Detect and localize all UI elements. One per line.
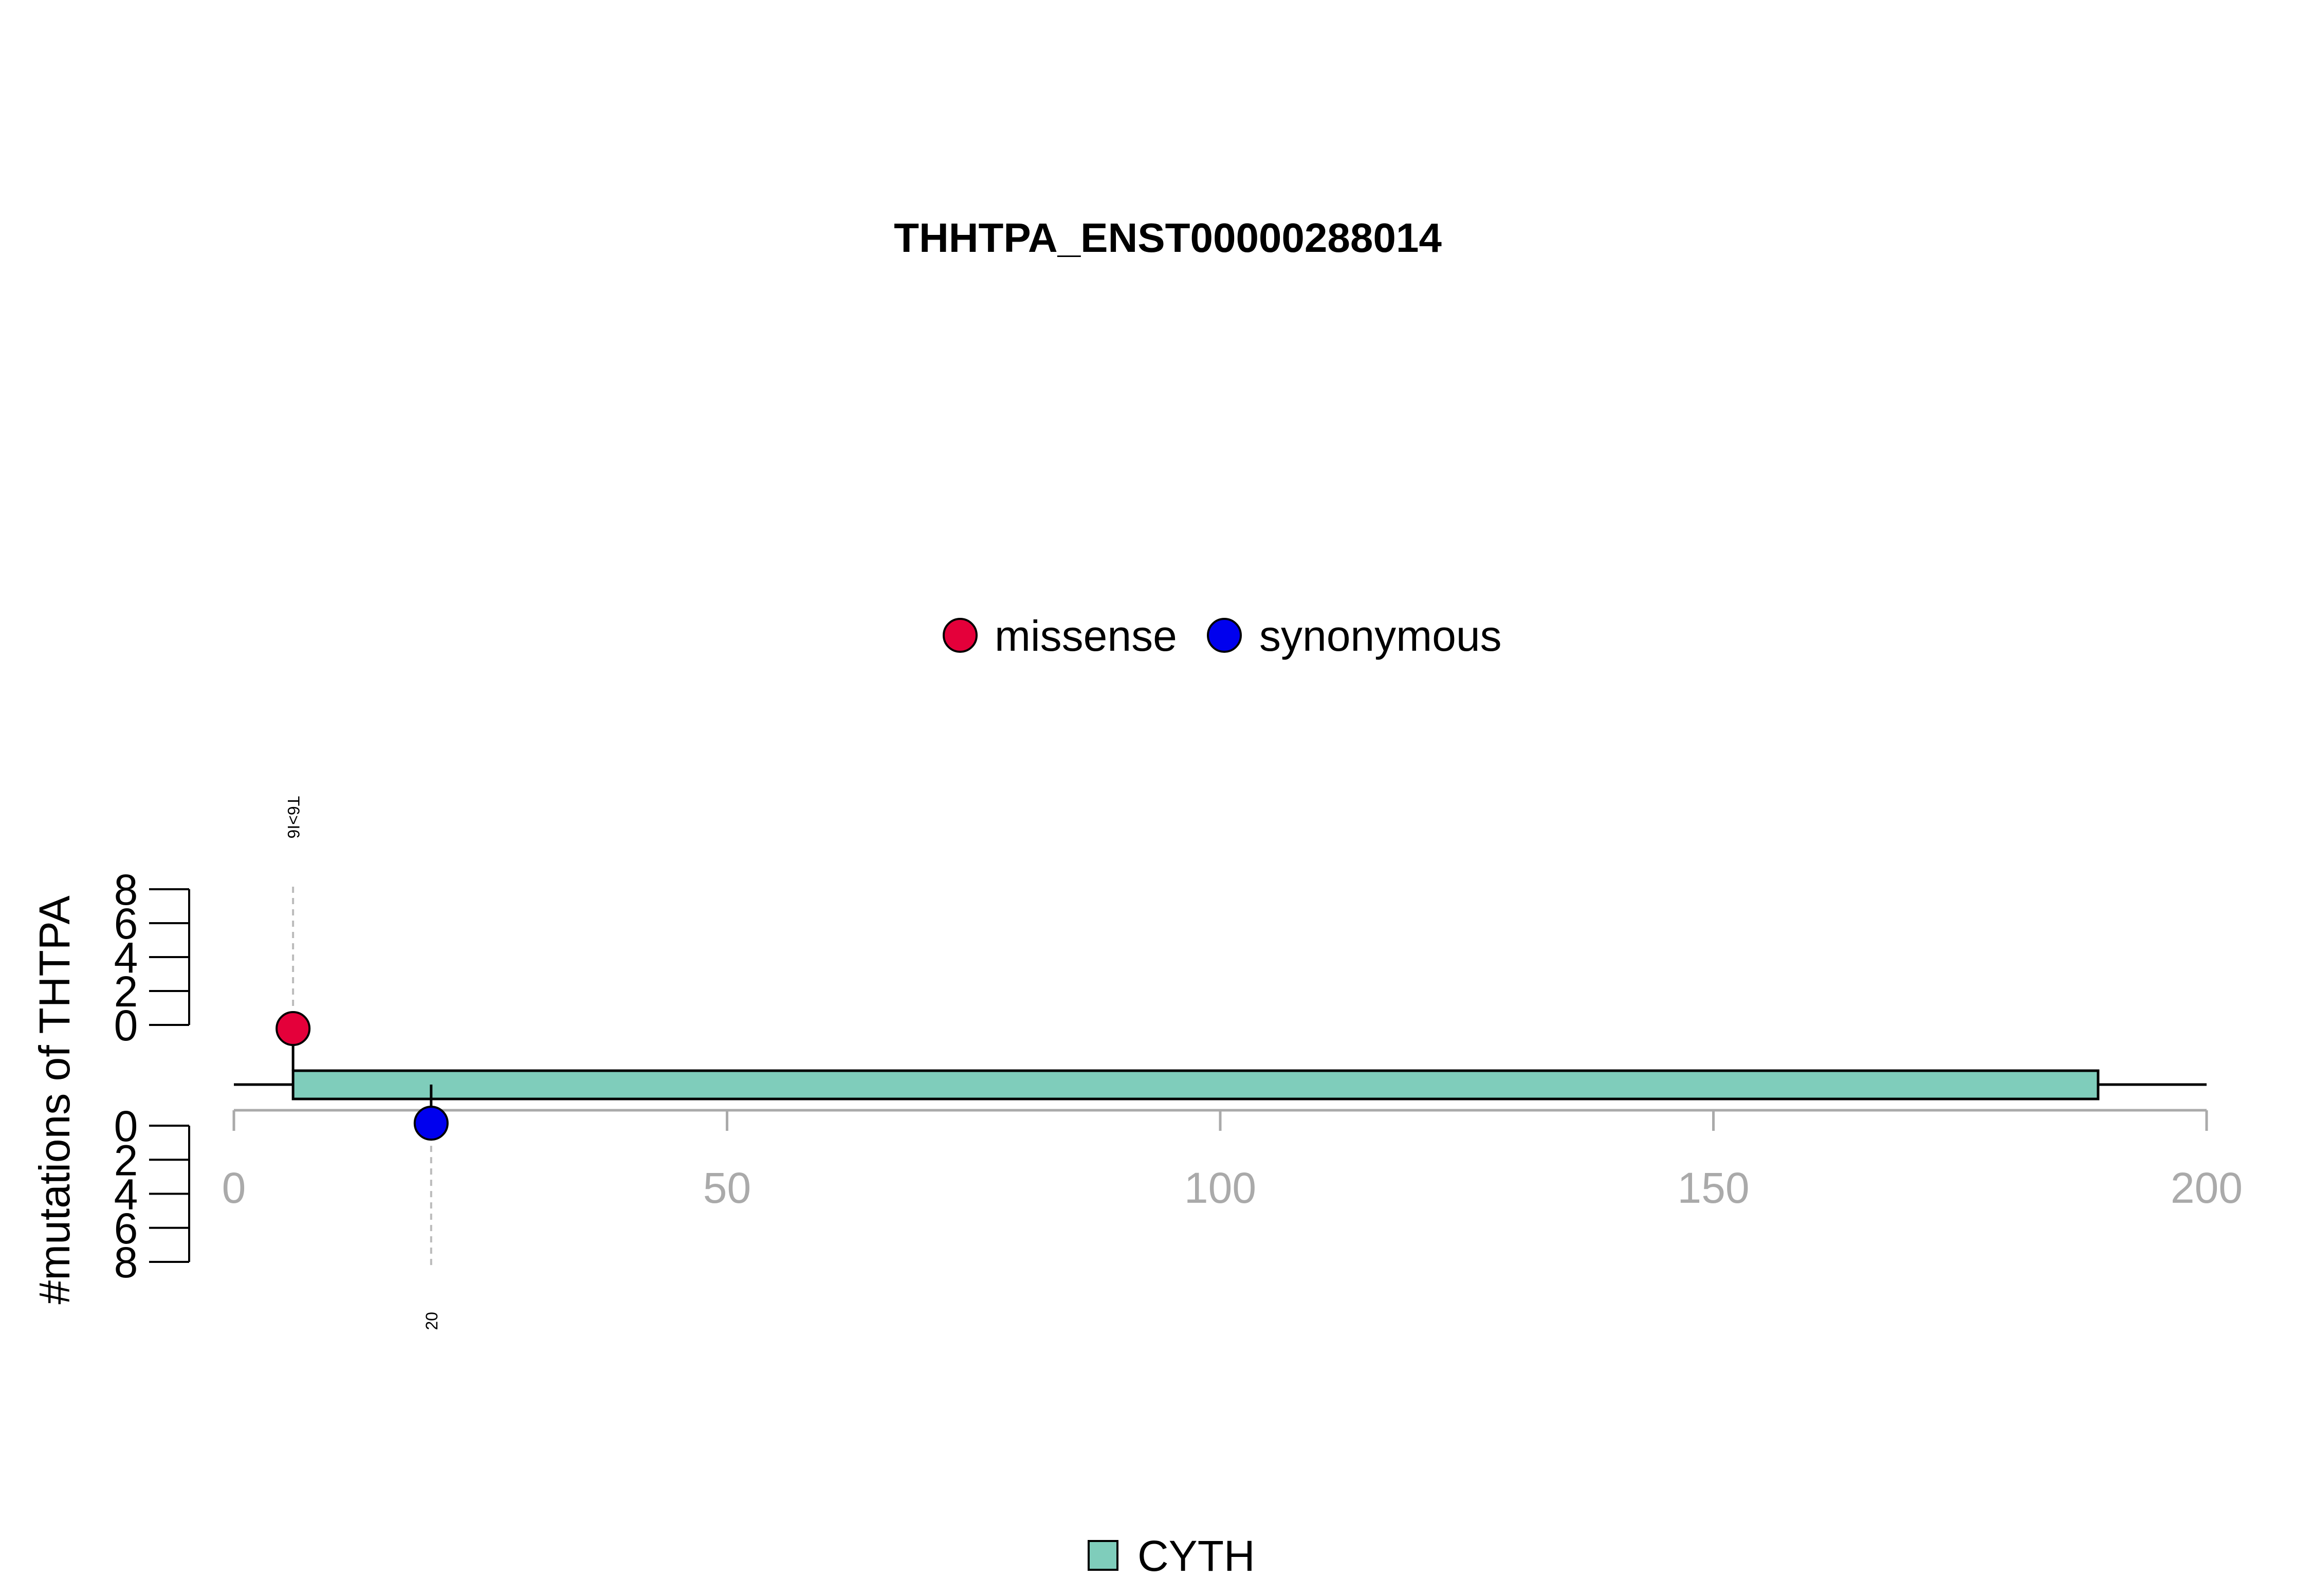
y-bottom-tick-label: 8: [114, 1238, 138, 1287]
x-axis: 0 50 100 150 200: [222, 1109, 2243, 1212]
x-tick-label: 200: [2171, 1164, 2243, 1212]
x-tick-label: 150: [1677, 1164, 1749, 1212]
legend: missense synonymous: [943, 612, 1502, 660]
x-tick-label: 100: [1184, 1164, 1256, 1212]
y-top-tick-label: 4: [114, 933, 138, 982]
domain-legend-label-CYTH: CYTH: [1137, 1532, 1255, 1580]
y-top-tick-label: 2: [114, 967, 138, 1016]
mutation-label-missense: T6>I6: [284, 796, 303, 839]
y-bottom-tick-label: 0: [114, 1102, 138, 1150]
legend-label-synonymous: synonymous: [1259, 612, 1502, 660]
domain-legend: CYTH: [1088, 1532, 1255, 1580]
legend-label-missense: missense: [995, 612, 1177, 660]
legend-marker-synonymous: [1207, 618, 1242, 653]
chart-title: THHTPA_ENST00000288014: [894, 215, 1442, 261]
mutation-label-synonymous: 20: [423, 1312, 441, 1330]
y-top-tick-label: 8: [114, 866, 138, 914]
x-tick-label: 50: [703, 1164, 751, 1212]
y-bottom-tick-label: 4: [114, 1170, 138, 1219]
legend-marker-missense: [943, 618, 978, 653]
y-axis-label: #mutations of THTPA: [30, 895, 79, 1304]
mutation-point-missense: [276, 1011, 311, 1046]
y-bottom-tick-label: 6: [114, 1204, 138, 1253]
y-top-tick-label: 6: [114, 900, 138, 948]
mutations: T6>I6 20: [276, 796, 449, 1330]
y-bottom-tick-label: 2: [114, 1136, 138, 1184]
protein-backbone: [234, 1069, 2207, 1100]
mutation-point-synonymous: [413, 1106, 449, 1141]
domain-legend-swatch-CYTH: [1088, 1540, 1118, 1571]
y-top-tick-label: 0: [114, 1001, 138, 1050]
domain-CYTH: [291, 1069, 2100, 1100]
x-tick-label: 0: [222, 1164, 246, 1212]
